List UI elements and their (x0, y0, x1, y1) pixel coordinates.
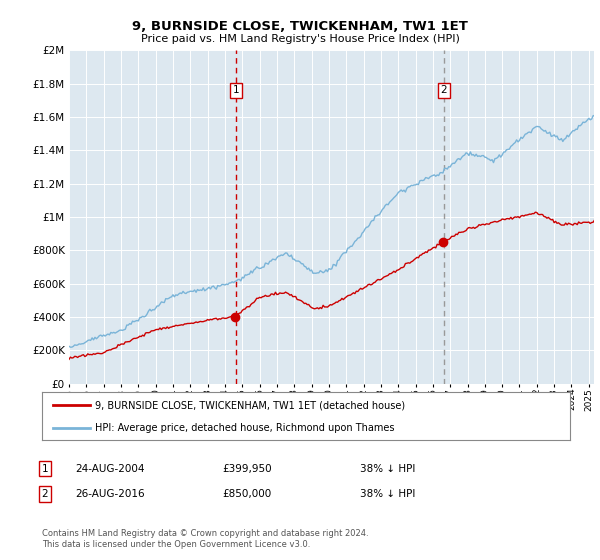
Text: 38% ↓ HPI: 38% ↓ HPI (360, 489, 415, 499)
Text: Contains HM Land Registry data © Crown copyright and database right 2024.
This d: Contains HM Land Registry data © Crown c… (42, 529, 368, 549)
Text: 24-AUG-2004: 24-AUG-2004 (75, 464, 145, 474)
Text: 1: 1 (232, 85, 239, 95)
Text: 1: 1 (41, 464, 49, 474)
Text: HPI: Average price, detached house, Richmond upon Thames: HPI: Average price, detached house, Rich… (95, 423, 394, 433)
Text: 26-AUG-2016: 26-AUG-2016 (75, 489, 145, 499)
Text: 2: 2 (41, 489, 49, 499)
Text: Price paid vs. HM Land Registry's House Price Index (HPI): Price paid vs. HM Land Registry's House … (140, 34, 460, 44)
Text: 9, BURNSIDE CLOSE, TWICKENHAM, TW1 1ET: 9, BURNSIDE CLOSE, TWICKENHAM, TW1 1ET (132, 20, 468, 32)
Text: 38% ↓ HPI: 38% ↓ HPI (360, 464, 415, 474)
Text: £399,950: £399,950 (222, 464, 272, 474)
Text: £850,000: £850,000 (222, 489, 271, 499)
Text: 9, BURNSIDE CLOSE, TWICKENHAM, TW1 1ET (detached house): 9, BURNSIDE CLOSE, TWICKENHAM, TW1 1ET (… (95, 400, 405, 410)
Text: 2: 2 (440, 85, 447, 95)
